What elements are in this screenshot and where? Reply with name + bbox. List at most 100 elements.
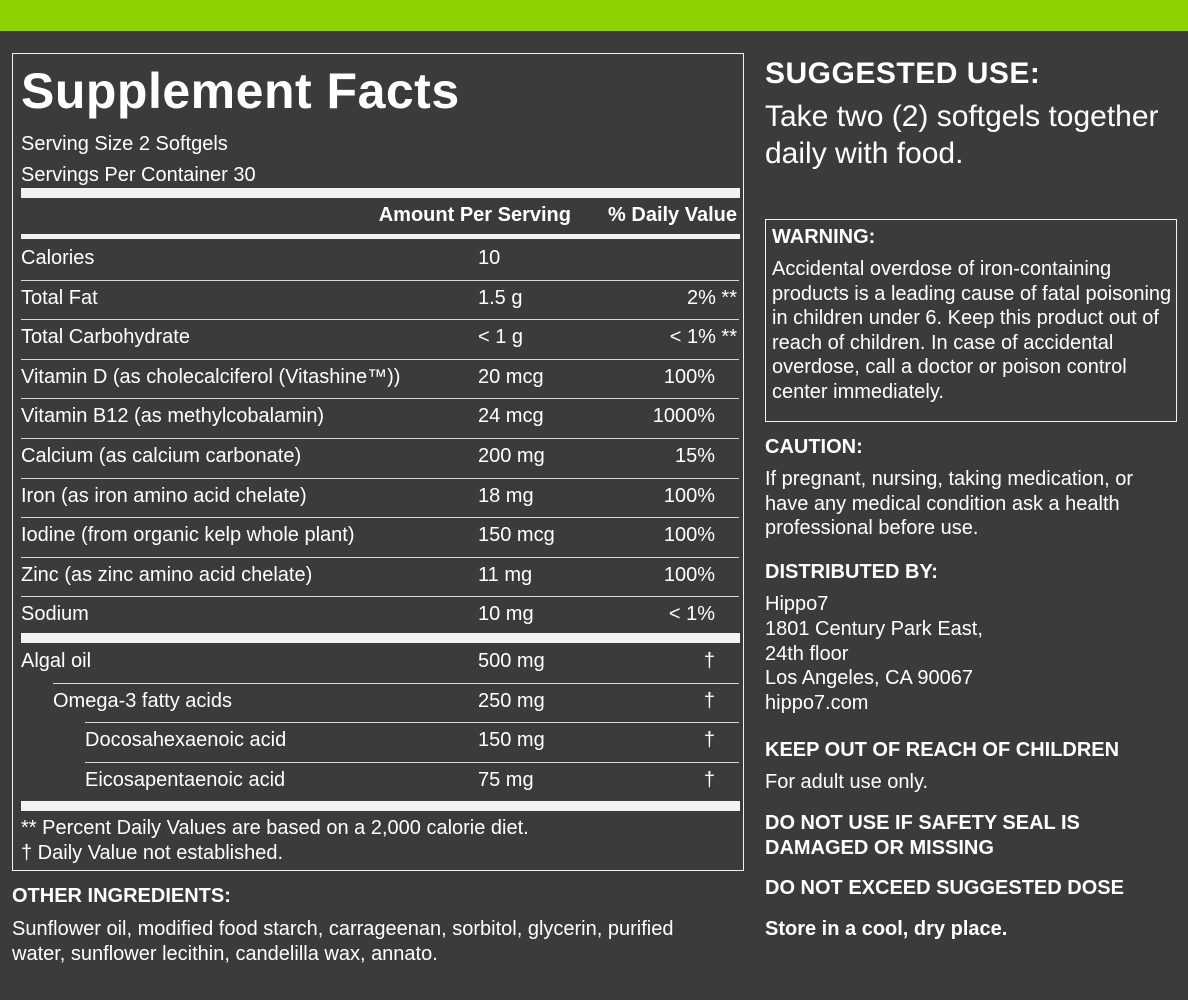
- table-row: Algal oil 500 mg †: [13, 643, 745, 682]
- table-row: Iodine (from organic kelp whole plant) 15…: [13, 517, 745, 556]
- nutrient-name: Calories: [21, 247, 95, 269]
- caution-text: If pregnant, nursing, taking medication,…: [765, 468, 1133, 540]
- nutrient-name: Vitamin B12 (as methylcobalamin): [21, 405, 325, 428]
- row-divider: [21, 398, 739, 400]
- storage-instructions: Store in a cool, dry place.: [765, 918, 1008, 940]
- nutrient-daily-value: < 1%: [668, 603, 715, 626]
- table-row: Zinc (as zinc amino acid chelate) 11 mg 10…: [13, 556, 745, 596]
- header-amount-per-serving: Amount Per Serving: [378, 204, 571, 226]
- oil-amount: 250 mg: [478, 689, 545, 712]
- servings-per-container: Servings Per Container 30: [21, 164, 256, 186]
- nutrient-daily-value: 100%: [663, 524, 715, 547]
- table-row: Eicosapentaenoic acid 75 mg †: [13, 761, 745, 801]
- nutrient-amount: 18 mg: [478, 484, 534, 507]
- nutrient-daily-value: 15%: [674, 445, 715, 467]
- table-row: Total Carbohydrate < 1 g < 1% **: [13, 319, 745, 358]
- table-row: Calories 10: [13, 240, 745, 279]
- distributor-address-2: 24th floor: [765, 643, 849, 665]
- nutrient-amount: 200 mg: [478, 445, 545, 467]
- nutrient-name: Sodium: [21, 603, 89, 626]
- table-row: Vitamin B12 (as methylcobalamin) 24 mcg 10…: [13, 398, 745, 437]
- table-row: Calcium (as calcium carbonate) 200 mg 15%: [13, 438, 745, 477]
- table-row: Iron (as iron amino acid chelate) 18 mg 10…: [13, 477, 745, 517]
- oil-daily-value: †: [703, 768, 715, 791]
- oil-amount: 500 mg: [478, 650, 545, 672]
- header-daily-value: % Daily Value: [608, 204, 737, 226]
- distributor-city: Los Angeles, CA 90067: [765, 667, 973, 689]
- row-divider: [21, 438, 739, 439]
- distributor-address-1: 1801 Century Park East,: [765, 618, 983, 640]
- warning-box: WARNING: Accidental overdose of iron-con…: [765, 219, 1177, 422]
- adult-use-text: For adult use only.: [765, 771, 929, 793]
- nutrient-name: Iodine (from organic kelp whole plant): [21, 524, 355, 547]
- keep-out-heading: KEEP OUT OF REACH OF CHILDREN: [765, 739, 1120, 761]
- nutrient-name: Zinc (as zinc amino acid chelate): [21, 563, 313, 586]
- oil-name: Algal oil: [21, 650, 92, 672]
- supplement-facts-panel: Supplement Facts Serving Size 2 Softgels…: [12, 53, 744, 871]
- other-ingredients-heading: OTHER INGREDIENTS:: [12, 885, 231, 907]
- oil-amount: 150 mg: [478, 729, 545, 752]
- row-divider: [21, 358, 739, 360]
- thick-divider: [21, 188, 740, 198]
- distributor-heading: DISTRIBUTED BY:: [765, 561, 938, 583]
- row-divider: [21, 477, 739, 479]
- distributor-website: hippo7.com: [765, 692, 869, 714]
- oil-amount: 75 mg: [478, 768, 534, 791]
- oil-daily-value: †: [703, 689, 715, 712]
- nutrient-name: Total Carbohydrate: [21, 326, 190, 349]
- nutrient-daily-value: 100%: [663, 563, 715, 586]
- row-divider: [21, 319, 739, 321]
- caution-heading: CAUTION:: [765, 436, 863, 458]
- oil-daily-value: †: [703, 729, 715, 752]
- dose-warning: DO NOT EXCEED SUGGESTED DOSE: [765, 877, 1124, 899]
- distributor-name: Hippo7: [765, 593, 829, 615]
- nutrient-amount: 10: [478, 247, 501, 269]
- row-divider: [21, 556, 739, 558]
- suggested-use-text: Take two (2) softgels together daily wit…: [765, 100, 1159, 170]
- nutrient-name: Total Fat: [21, 286, 98, 309]
- footnote-dagger: † Daily Value not established.: [21, 842, 284, 864]
- table-row: Sodium 10 mg < 1%: [13, 596, 745, 635]
- medium-divider: [21, 234, 740, 239]
- nutrient-daily-value: 100%: [663, 365, 715, 388]
- oil-name: Omega-3 fatty acids: [53, 689, 232, 712]
- nutrient-amount: 150 mcg: [478, 524, 555, 547]
- nutrient-daily-value: 1000%: [652, 405, 715, 428]
- table-row: Omega-3 fatty acids 250 mg †: [13, 682, 745, 722]
- nutrient-name: Calcium (as calcium carbonate): [21, 445, 302, 467]
- oil-name: Eicosapentaenoic acid: [85, 768, 286, 791]
- nutrient-amount: < 1 g: [478, 326, 524, 349]
- other-ingredients-text: Sunflower oil, modified food starch, car…: [12, 918, 674, 965]
- thick-divider: [21, 633, 740, 643]
- row-divider: [85, 761, 739, 763]
- nutrient-amount: 1.5 g: [478, 286, 523, 309]
- safety-seal-warning: DO NOT USE IF SAFETY SEAL IS DAMAGED OR …: [765, 812, 1080, 859]
- serving-size: Serving Size 2 Softgels: [21, 133, 228, 155]
- nutrient-daily-value: 2% **: [686, 286, 737, 309]
- row-divider: [53, 682, 739, 684]
- nutrient-name: Iron (as iron amino acid chelate): [21, 484, 307, 507]
- row-divider: [21, 279, 739, 281]
- nutrient-name: Vitamin D (as cholecalciferol (Vitashine…: [21, 365, 401, 388]
- oil-daily-value: †: [703, 650, 715, 672]
- table-row: Total Fat 1.5 g 2% **: [13, 279, 745, 319]
- nutrient-daily-value: 100%: [663, 484, 715, 507]
- suggested-use-heading: SUGGESTED USE:: [765, 57, 1041, 90]
- nutrient-amount: 10 mg: [478, 603, 534, 626]
- accent-top-bar: [0, 0, 1188, 31]
- nutrient-daily-value: < 1% **: [669, 326, 737, 349]
- oil-name: Docosahexaenoic acid: [85, 729, 287, 752]
- nutrient-amount: 24 mcg: [478, 405, 544, 428]
- warning-heading: WARNING:: [772, 226, 876, 248]
- warning-text: Accidental overdose of iron-containing p…: [772, 258, 1172, 403]
- row-divider: [85, 722, 739, 724]
- nutrient-amount: 11 mg: [478, 563, 533, 586]
- table-row: Docosahexaenoic acid 150 mg †: [13, 722, 745, 761]
- table-row: Vitamin D (as cholecalciferol (Vitashine…: [13, 358, 745, 398]
- footnote-daily-values: ** Percent Daily Values are based on a 2…: [21, 817, 529, 839]
- thick-divider: [21, 801, 740, 811]
- facts-title: Supplement Facts: [21, 63, 460, 119]
- row-divider: [21, 596, 739, 598]
- nutrient-amount: 20 mcg: [478, 365, 544, 388]
- row-divider: [21, 517, 739, 519]
